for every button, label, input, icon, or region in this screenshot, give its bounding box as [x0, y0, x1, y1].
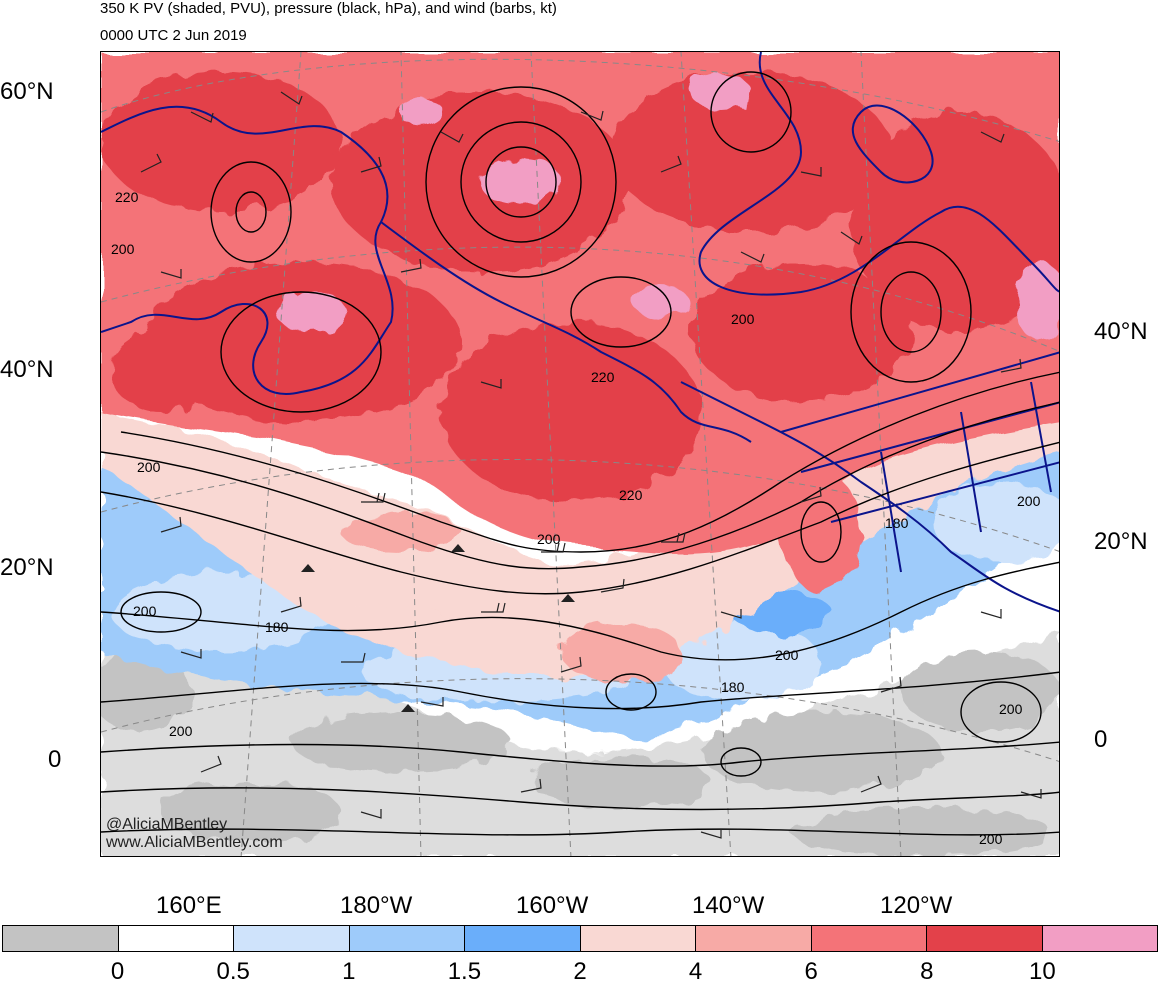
contour-label: 220 [115, 189, 139, 205]
pv-pink-patches [311, 472, 861, 682]
pv-colorbar [2, 925, 1158, 952]
colorbar-segment [3, 926, 119, 951]
colorbar-tick-label: 0.5 [216, 958, 250, 985]
colorbar-tick-label: 6 [804, 958, 818, 985]
colorbar-tick-label: 4 [688, 958, 703, 985]
map-valid-time: 0000 UTC 2 Jun 2019 [100, 27, 247, 44]
contour-label: 200 [1017, 493, 1041, 509]
contour-label: 180 [885, 515, 909, 531]
contour-label: 200 [133, 603, 157, 619]
contour-label: 200 [775, 647, 799, 663]
wind-barbs [140, 91, 1042, 839]
pv-dark-red-patches [101, 72, 1059, 502]
contour-label: 220 [619, 487, 643, 503]
contour-label: 200 [169, 723, 193, 739]
colorbar-tick-label: 0 [110, 958, 125, 985]
colorbar-segment [1042, 926, 1157, 951]
lat-label-left: 60°N [0, 78, 54, 105]
lon-label: 160°E [156, 892, 222, 919]
contour-label: 200 [111, 241, 135, 257]
coastlines [101, 52, 1059, 613]
author-credit: @AliciaMBentley [106, 816, 228, 833]
wind-barb-flags [301, 544, 575, 712]
colorbar-segment [118, 926, 234, 951]
lat-label-left: 20°N [0, 554, 54, 581]
pv-map: 220 200 200 220 220 200 200 180 200 180 … [101, 52, 1059, 856]
contour-label: 220 [591, 369, 615, 385]
map-panel: 220 200 200 220 220 200 200 180 200 180 … [100, 51, 1060, 857]
lat-label-right: 0 [1094, 726, 1108, 753]
lat-label-left: 0 [48, 746, 62, 773]
contour-labels: 220 200 200 220 220 200 200 180 200 180 … [111, 189, 1041, 847]
lon-label: 120°W [880, 892, 953, 919]
lat-label-left: 40°N [0, 356, 54, 383]
pressure-contours [101, 71, 1059, 836]
colorbar-tick-label: 2 [573, 958, 587, 985]
contour-label: 180 [265, 619, 289, 635]
colorbar-tick-label: 1.5 [447, 958, 482, 985]
graticule [101, 52, 1059, 856]
lon-label: 160°W [516, 892, 589, 919]
colorbar-tick-label: 1 [342, 958, 356, 985]
map-title: 350 K PV (shaded, PVU), pressure (black,… [100, 0, 557, 17]
colorbar-segment [465, 926, 581, 951]
contour-label: 200 [979, 831, 1003, 847]
lat-label-right: 40°N [1094, 318, 1148, 345]
colorbar-segment [927, 926, 1043, 951]
colorbar-tick-label: 8 [920, 958, 934, 985]
colorbar-segment [349, 926, 465, 951]
colorbar-tick-label: 10 [1029, 958, 1056, 985]
contour-label: 180 [721, 679, 745, 695]
colorbar-segment [234, 926, 350, 951]
author-website: www.AliciaMBentley.com [106, 834, 283, 851]
lat-label-right: 20°N [1094, 528, 1148, 555]
colorbar-segment [696, 926, 812, 951]
contour-label: 200 [537, 531, 561, 547]
lon-label: 140°W [692, 892, 765, 919]
contour-label: 200 [731, 311, 755, 327]
colorbar-segment [811, 926, 927, 951]
lon-label: 180°W [340, 892, 413, 919]
contour-label: 200 [999, 701, 1023, 717]
contour-label: 200 [137, 459, 161, 475]
colorbar-segment [580, 926, 696, 951]
